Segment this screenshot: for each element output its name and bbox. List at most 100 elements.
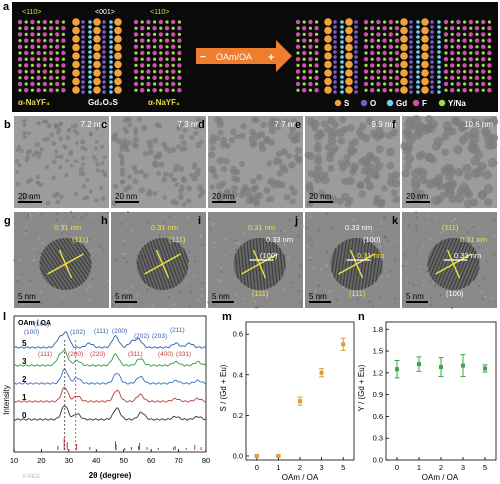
lattice-atom <box>324 43 332 52</box>
lattice-atom <box>153 20 157 24</box>
data-point <box>417 362 421 367</box>
lattice-atom <box>450 63 455 68</box>
xrd-pattern-2 <box>13 368 207 385</box>
lattice-atom <box>444 26 448 30</box>
lattice-atom <box>165 70 169 74</box>
nanoparticle <box>95 168 100 173</box>
noise-dot <box>317 293 321 297</box>
nanoparticle <box>347 124 355 132</box>
lattice-atom <box>49 82 53 86</box>
noise-dot <box>314 289 318 292</box>
lattice-atom <box>308 76 312 80</box>
noise-dot <box>309 215 312 218</box>
noise-dot <box>199 233 203 236</box>
noise-dot <box>110 286 114 289</box>
lattice-atom <box>72 60 80 69</box>
noise-dot <box>106 211 110 215</box>
noise-dot <box>102 248 105 252</box>
lattice-atom <box>81 50 85 54</box>
noise-dot <box>328 289 331 293</box>
nanoparticle <box>312 170 320 179</box>
scale-bar-label: 20 nm <box>406 192 429 201</box>
arrow-plus: + <box>268 52 274 64</box>
lattice-atom <box>72 35 80 43</box>
lattice-atom <box>165 20 169 24</box>
noise-dot <box>125 289 128 293</box>
nanoparticle <box>314 157 323 166</box>
lattice-fringe <box>345 238 354 288</box>
noise-dot <box>287 256 290 259</box>
lattice-atom <box>102 85 106 89</box>
noise-dot <box>342 286 345 290</box>
nanoparticle <box>15 147 20 153</box>
nanoparticle <box>288 132 296 140</box>
lattice-atom <box>102 40 106 44</box>
lattice-atom <box>354 80 358 84</box>
lattice-atom <box>314 38 319 43</box>
hrtem-label: 0.33 nm <box>454 251 481 260</box>
lattice-atom <box>463 32 467 37</box>
lattice-atom <box>409 40 413 44</box>
noise-dot <box>111 295 114 298</box>
nanoparticle <box>253 132 261 141</box>
nanoparticle <box>62 144 66 148</box>
noise-dot <box>309 256 312 260</box>
lattice-atom <box>340 70 344 74</box>
lattice-atom <box>345 69 353 77</box>
nanoparticle <box>403 130 414 141</box>
lattice-atom <box>468 81 473 87</box>
nanoparticle <box>172 167 178 173</box>
nanoparticle <box>391 178 401 188</box>
lattice-atom <box>48 75 54 81</box>
nanoparticle <box>373 194 381 202</box>
nanoparticle <box>263 187 271 194</box>
nanoparticle <box>53 122 59 129</box>
lattice-atom <box>164 38 170 43</box>
nanoparticle <box>413 130 423 140</box>
noise-dot <box>429 280 432 283</box>
lattice-atom <box>24 20 28 24</box>
nanoparticle <box>55 154 60 159</box>
lattice-atom <box>354 75 358 79</box>
lattice-atom <box>416 30 420 34</box>
lattice-fringe <box>173 240 187 275</box>
lattice-atom <box>430 55 434 59</box>
nanoparticle <box>234 133 241 140</box>
lattice-atom <box>140 88 145 93</box>
lattice-atom <box>55 88 59 92</box>
nanoparticle <box>170 177 176 182</box>
nanoparticle <box>27 131 32 136</box>
data-point <box>254 453 259 458</box>
nanoparticle <box>131 164 138 171</box>
lattice-atom <box>81 60 85 64</box>
lattice-fringe <box>467 259 480 286</box>
data-point <box>461 363 465 368</box>
lattice-atom <box>102 50 106 54</box>
legend-label: F <box>422 99 427 108</box>
hrtem-label: 0.31 nm <box>54 223 81 232</box>
nanoparticle <box>451 116 460 126</box>
noise-dot <box>480 291 484 294</box>
lattice-atom <box>81 30 85 34</box>
lattice-atom <box>463 45 467 49</box>
nanoparticle <box>193 170 200 177</box>
nanoparticle <box>66 128 72 133</box>
lattice-atom <box>416 90 420 94</box>
lattice-atom <box>364 63 368 67</box>
nanoparticle <box>36 121 41 126</box>
lattice-fringe <box>39 266 54 288</box>
panel-letter: f <box>392 119 396 131</box>
noise-dot <box>167 296 170 299</box>
lattice-atom <box>295 44 301 49</box>
legend-swatch-s <box>334 99 342 107</box>
nanoparticle <box>220 136 228 144</box>
lattice-fringe <box>427 243 438 267</box>
lattice-fringe <box>265 238 272 288</box>
lattice-atom <box>481 44 486 49</box>
nanoparticle <box>197 193 203 199</box>
hrtem-panel-g: 0.31 nm (111) g 5 nm <box>4 210 110 308</box>
xrd-series-label: 5 <box>22 339 27 348</box>
lattice-fringe <box>279 247 284 276</box>
noise-dot <box>120 222 123 226</box>
noise-dot <box>446 225 449 229</box>
